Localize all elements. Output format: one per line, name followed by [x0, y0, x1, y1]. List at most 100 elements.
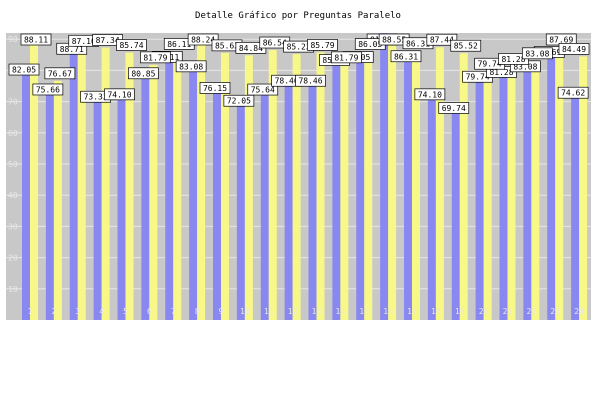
x-tick-label: 24 [574, 307, 584, 316]
bar [173, 51, 182, 321]
bar [523, 60, 532, 320]
data-label: 85.52 [450, 39, 482, 52]
x-tick-label: 4 [99, 307, 104, 316]
bar [435, 47, 444, 320]
data-label-text: 88.11 [24, 36, 48, 45]
data-label: 84.49 [558, 43, 590, 55]
bar [547, 46, 556, 321]
x-tick-label: 9 [219, 307, 224, 316]
data-label-text: 83.08 [179, 62, 203, 71]
bar [284, 75, 293, 320]
data-label-box [247, 83, 279, 96]
bar [555, 46, 564, 321]
bar [268, 50, 277, 320]
bar [459, 53, 468, 320]
bar [189, 60, 198, 320]
x-tick-label: 12 [288, 307, 298, 316]
x-tick-label: 10 [240, 307, 250, 316]
data-label-box [20, 33, 52, 46]
bar [499, 66, 508, 320]
data-label-text: 74.10 [418, 90, 442, 99]
bar [507, 66, 516, 320]
data-label-text: 81.28 [489, 68, 513, 77]
data-label: 74.10 [414, 88, 446, 101]
bar [356, 51, 365, 321]
data-label-box [414, 88, 446, 101]
bar [404, 50, 412, 320]
data-label-text: 84.84 [239, 44, 263, 53]
data-label-box [450, 39, 482, 52]
bar [340, 64, 349, 320]
y-tick-label: 20 [8, 254, 18, 263]
x-tick-label: 5 [123, 307, 128, 316]
data-label-text: 85.63 [215, 41, 239, 50]
data-label-box [128, 67, 159, 80]
data-label-text: 83.08 [525, 49, 549, 58]
bar [308, 75, 317, 320]
bar [571, 87, 580, 320]
data-label-box [140, 51, 171, 64]
data-label-text: 85.52 [454, 42, 478, 51]
bar [427, 88, 436, 321]
data-label-text: 86.05 [358, 40, 382, 49]
x-tick-label: 14 [336, 307, 346, 316]
data-label-box [522, 47, 553, 60]
data-label-box [116, 39, 147, 51]
x-tick-label: 20 [479, 307, 489, 316]
data-label-text: 79.74 [466, 73, 490, 82]
bar [332, 54, 341, 321]
bar [53, 80, 62, 320]
data-label-text: 88.55 [382, 36, 406, 45]
data-label-text: 81.79 [334, 53, 358, 62]
data-label: 87.44 [426, 33, 458, 46]
y-tick-label: 10 [8, 285, 18, 294]
data-label-text: 74.62 [561, 89, 585, 98]
bar [292, 54, 301, 321]
data-label-box [557, 86, 589, 99]
data-label-box [8, 63, 40, 76]
data-label-text: 79.74 [478, 60, 502, 69]
bar [165, 51, 174, 321]
data-label: 88.11 [20, 33, 52, 46]
data-label: 83.08 [522, 47, 553, 60]
data-label: 78.46 [295, 74, 326, 87]
x-tick-label: 23 [550, 307, 560, 316]
bar [380, 33, 389, 320]
bar [451, 102, 460, 320]
bars [22, 33, 588, 321]
bar [197, 44, 206, 321]
y-tick-label: 90 [8, 35, 18, 44]
data-label-text: 84.49 [562, 45, 586, 54]
data-label-box [331, 51, 362, 64]
data-label-box [175, 60, 207, 73]
data-label: 88.24 [187, 33, 219, 46]
bar [30, 45, 38, 321]
bar [364, 51, 373, 321]
data-label-text: 81.28 [501, 55, 525, 64]
bar [531, 60, 540, 320]
data-label: 75.66 [32, 83, 64, 96]
data-label: 74.62 [557, 86, 589, 99]
data-label-box [307, 39, 338, 51]
data-label-text: 87.34 [96, 36, 120, 45]
data-label-box [32, 83, 64, 96]
data-label-box [295, 74, 326, 87]
data-label-text: 78.46 [275, 77, 299, 86]
bar [483, 71, 492, 320]
bar [221, 52, 229, 320]
data-label-text: 75.66 [36, 85, 60, 94]
x-tick-label: 3 [75, 307, 80, 316]
data-label-text: 86.54 [263, 39, 287, 48]
data-label-text: 88.71 [60, 45, 84, 54]
data-label-text: 87.10 [72, 37, 96, 46]
data-label-box [426, 33, 458, 46]
data-label: 69.74 [438, 102, 470, 114]
data-label-text: 88.24 [191, 36, 215, 45]
data-label-text: 73.33 [84, 93, 108, 102]
x-tick-label: 15 [359, 307, 369, 316]
data-label-text: 78.46 [298, 77, 322, 86]
bar [93, 91, 102, 320]
data-label-text: 76.15 [203, 84, 227, 93]
